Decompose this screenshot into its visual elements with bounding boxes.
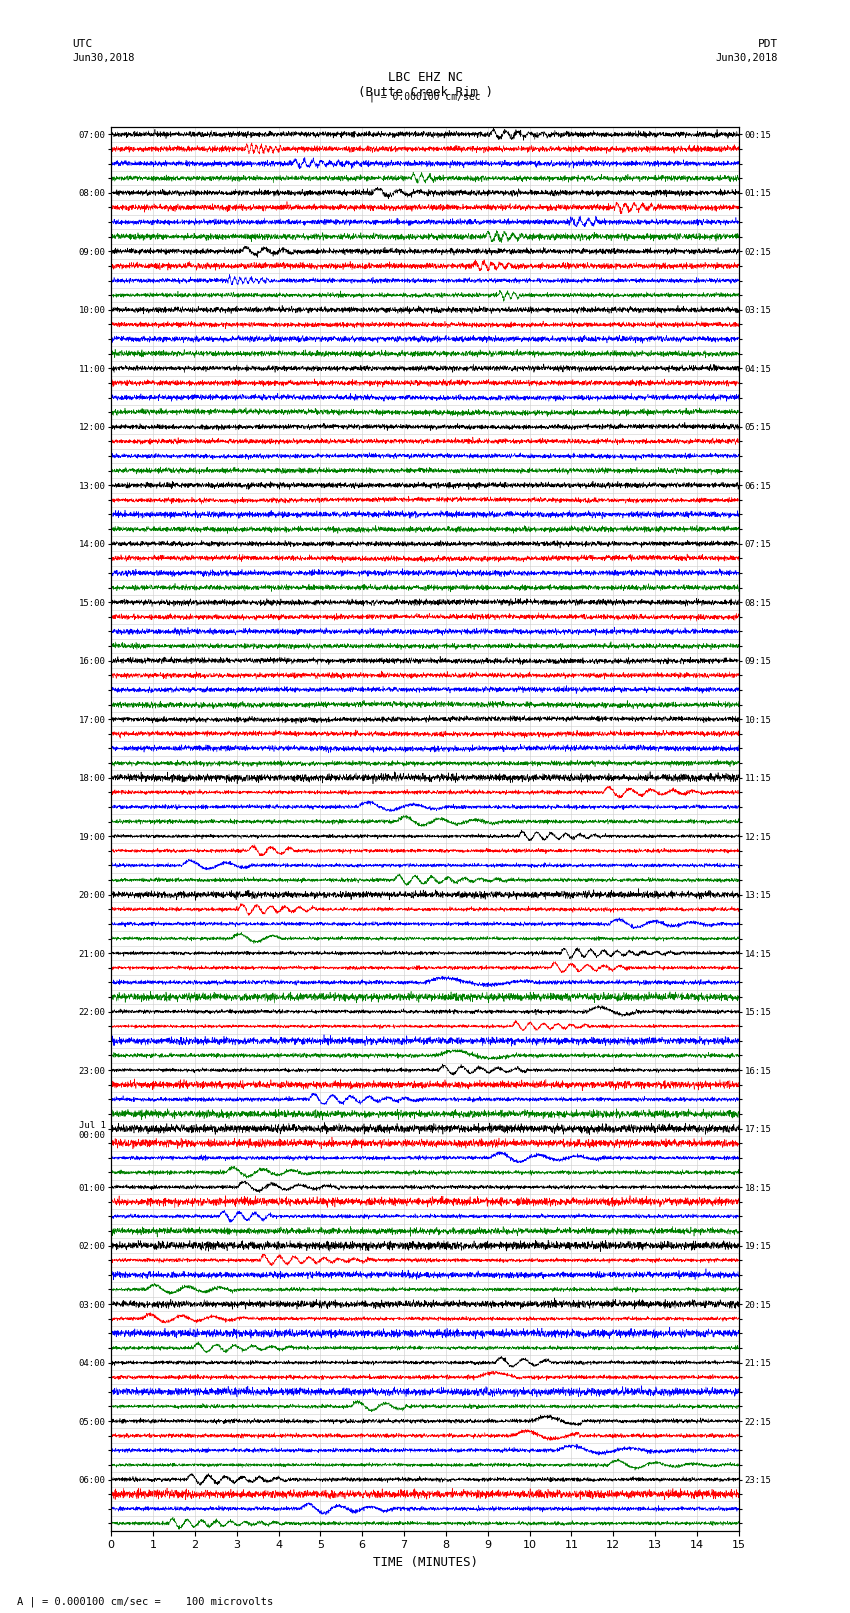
Text: UTC: UTC [72, 39, 93, 48]
Text: | = 0.000100 cm/sec: | = 0.000100 cm/sec [369, 92, 481, 102]
Text: PDT: PDT [757, 39, 778, 48]
X-axis label: TIME (MINUTES): TIME (MINUTES) [372, 1557, 478, 1569]
Text: Jun30,2018: Jun30,2018 [715, 53, 778, 63]
Text: A | = 0.000100 cm/sec =    100 microvolts: A | = 0.000100 cm/sec = 100 microvolts [17, 1595, 273, 1607]
Text: Jun30,2018: Jun30,2018 [72, 53, 135, 63]
Title: LBC EHZ NC
(Butte Creek Rim ): LBC EHZ NC (Butte Creek Rim ) [358, 71, 492, 100]
